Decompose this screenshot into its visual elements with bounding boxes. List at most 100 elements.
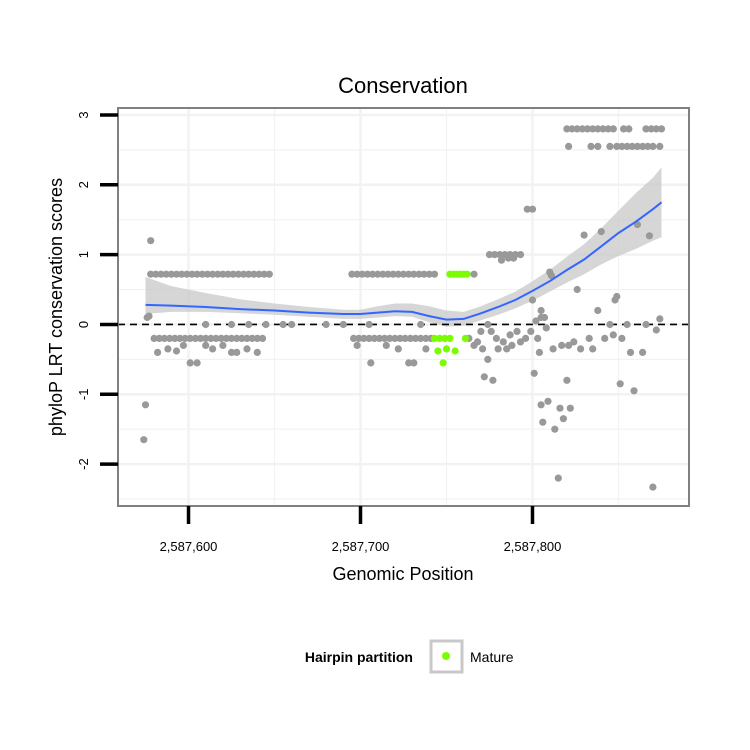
data-point-other (534, 334, 542, 342)
data-point-other (473, 338, 482, 346)
data-point-other (480, 373, 488, 381)
data-point-other (639, 142, 647, 150)
data-point-other (209, 270, 217, 278)
y-tick-label: -2 (76, 458, 91, 470)
y-axis-label: phyloP LRT conservation scores (46, 178, 66, 436)
data-point-other (288, 320, 296, 329)
data-point-other (563, 125, 571, 133)
data-point-other (551, 425, 559, 433)
data-point-other (645, 232, 654, 240)
data-point-other (644, 142, 652, 150)
data-point-mature (446, 334, 454, 342)
data-point-other (391, 334, 399, 342)
data-point-other (583, 125, 592, 133)
data-point-other (365, 334, 373, 342)
data-point-other (227, 348, 236, 356)
data-point-other (253, 348, 261, 356)
data-point-other (528, 205, 537, 213)
data-point-mature (439, 359, 447, 367)
data-point-other (178, 270, 186, 278)
data-point-other (181, 334, 189, 342)
data-point-other (630, 387, 638, 395)
data-point-other (188, 270, 196, 278)
legend-label-mature: Mature (470, 649, 514, 665)
data-point-other (618, 142, 626, 150)
chart-title: Conservation (338, 73, 468, 98)
data-point-other (656, 142, 664, 150)
data-point-other (537, 401, 545, 409)
data-point-other (176, 334, 184, 342)
data-point-other (537, 306, 545, 315)
data-point-other (198, 270, 206, 278)
data-point-other (509, 254, 518, 262)
data-point-other (386, 334, 394, 342)
data-point-other (609, 331, 617, 339)
data-point-other (585, 334, 593, 342)
data-point-other (484, 320, 492, 329)
data-point-other (594, 125, 602, 133)
data-point-other (171, 334, 179, 342)
data-point-other (616, 380, 624, 388)
data-point-other (279, 320, 287, 329)
data-point-other (647, 125, 655, 133)
data-point-other (578, 125, 587, 133)
data-point-other (528, 296, 537, 304)
data-point-other (197, 334, 205, 342)
data-point-other (145, 312, 153, 320)
data-point-other (599, 125, 607, 133)
data-point-other (577, 345, 585, 353)
data-point-other (157, 270, 165, 278)
data-point-other (618, 334, 626, 342)
data-point-other (568, 125, 576, 133)
data-point-other (191, 334, 199, 342)
data-point-other (229, 270, 237, 278)
data-point-other (152, 270, 160, 278)
data-point-other (527, 327, 535, 335)
data-point-other (167, 270, 175, 278)
data-point-other (193, 270, 201, 278)
data-point-other (642, 320, 650, 329)
data-point-other (353, 270, 361, 278)
data-point-other (491, 251, 499, 259)
data-point-other (183, 270, 191, 278)
data-point-other (219, 270, 227, 278)
data-point-other (535, 348, 544, 356)
data-point-other (516, 251, 525, 259)
data-point-other (370, 334, 378, 342)
data-point-mature (434, 347, 442, 355)
data-point-other (649, 142, 657, 150)
plot-area (117, 107, 690, 507)
data-point-other (628, 142, 636, 150)
data-point-other (484, 355, 492, 363)
data-point-other (147, 270, 155, 278)
data-point-other (410, 270, 418, 278)
data-point-other (382, 341, 390, 349)
data-point-other (243, 334, 251, 342)
data-point-other (604, 125, 612, 133)
data-point-other (141, 401, 150, 409)
data-point-other (253, 334, 261, 342)
data-point-other (224, 270, 232, 278)
data-point-other (606, 320, 614, 329)
data-point-other (353, 341, 361, 349)
data-point-other (258, 334, 267, 342)
data-point-other (547, 272, 556, 280)
data-point-other (417, 334, 425, 342)
data-point-other (549, 345, 557, 353)
x-tick-label: 2,587,600 (160, 539, 218, 554)
x-tick-label: 2,587,800 (504, 539, 562, 554)
data-point-other (506, 331, 514, 339)
data-point-other (420, 270, 428, 278)
data-point-other (508, 341, 516, 349)
data-point-other (542, 324, 550, 332)
data-point-mature (463, 270, 471, 278)
data-point-other (415, 270, 423, 278)
data-point-other (202, 334, 210, 342)
data-point-other (522, 334, 530, 342)
data-point-other (179, 341, 187, 349)
data-point-other (417, 320, 425, 329)
data-point-other (227, 334, 236, 342)
data-point-other (367, 359, 375, 367)
data-point-other (406, 334, 414, 342)
data-point-other (625, 125, 633, 133)
